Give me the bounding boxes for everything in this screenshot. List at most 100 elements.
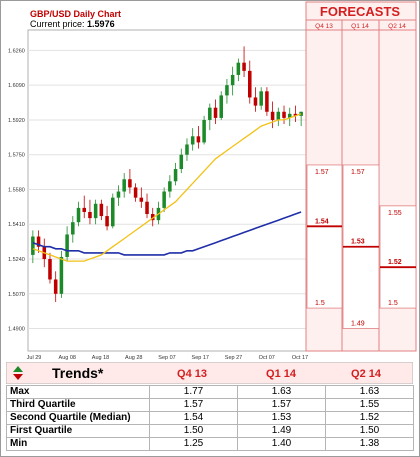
trends-arrow-down-icon	[13, 374, 23, 380]
forecast-range-box	[306, 164, 343, 309]
candles	[31, 46, 303, 302]
x-tick-label: Oct 17	[292, 355, 308, 361]
y-tick-label: 1.5410	[8, 222, 25, 228]
table-row: First Quartile 1.50 1.49 1.50	[6, 424, 414, 438]
chart-title: GBP/USD Daily Chart	[30, 9, 122, 19]
y-tick-label: 1.6260	[8, 48, 25, 54]
trends-table: Max 1.77 1.63 1.63 Third Quartile 1.57 1…	[6, 385, 414, 451]
forecast-min-label: 1.5	[388, 300, 398, 307]
x-tick-label: Jul 29	[27, 355, 42, 361]
cell-value: 1.38	[325, 437, 414, 451]
forecast-median-label: 1.53	[351, 239, 365, 246]
candle-body	[122, 179, 126, 192]
cell-value: 1.57	[237, 398, 326, 412]
y-tick-label: 1.4900	[8, 327, 25, 333]
candle-body	[225, 85, 229, 96]
forecast-quarter-q1-14: Q1 14	[351, 23, 369, 30]
candle-body	[299, 111, 303, 116]
candle-body	[99, 203, 104, 217]
forecast-quarter-q4-13: Q4 13	[315, 23, 333, 30]
cell-value: 1.40	[237, 437, 326, 451]
candle-body	[31, 236, 35, 255]
row-label: First Quartile	[6, 424, 150, 438]
candle-body	[179, 154, 184, 170]
candle-body	[253, 97, 258, 106]
candle-body	[202, 119, 206, 143]
x-axis-labels: Jul 29 Aug 08 Aug 18 Aug 28 Sep 07 Sep 17 Sep …	[27, 355, 308, 361]
candle-body	[173, 169, 178, 182]
cell-value: 1.50	[325, 424, 414, 438]
candle-body	[88, 211, 92, 219]
candle-body	[270, 111, 275, 120]
cell-value: 1.63	[237, 385, 326, 399]
x-tick-label: Sep 07	[158, 355, 175, 361]
forecast-max-label: 1.55	[388, 210, 402, 217]
y-tick-label: 1.5750	[8, 153, 25, 159]
x-tick-label: Sep 17	[192, 355, 209, 361]
candle-body	[276, 111, 281, 120]
x-tick-label: Sep 27	[225, 355, 242, 361]
candle-body	[162, 191, 166, 208]
candle-body	[111, 197, 115, 227]
candle-body	[287, 113, 292, 118]
candle-body	[59, 256, 64, 294]
candle-body	[185, 144, 189, 155]
forecast-min-label: 1.49	[351, 321, 365, 328]
candle-body	[93, 203, 98, 219]
cell-value: 1.52	[325, 411, 414, 425]
y-tick-label: 1.5240	[8, 257, 25, 263]
table-row: Min 1.25 1.40 1.38	[6, 437, 414, 451]
trends-arrow-up-icon	[13, 366, 23, 372]
forecast-ranges: 1.57 1.54 1.5 1.57 1.53 1.49 1.55 1.52 1.5	[306, 164, 417, 329]
candle-body	[282, 111, 286, 118]
forecast-median-label: 1.54	[315, 218, 329, 225]
row-label: Second Quartile (Median)	[6, 411, 150, 425]
candle-body	[116, 191, 121, 198]
forecast-max-label: 1.57	[351, 169, 365, 176]
candle-body	[105, 216, 109, 227]
forecast-quarter-q2-14: Q2 14	[388, 23, 406, 30]
trends-col-q4-13: Q4 13	[177, 368, 207, 380]
cell-value: 1.50	[149, 424, 238, 438]
candle-body	[36, 236, 41, 247]
candle-body	[48, 259, 52, 280]
candle-body	[190, 136, 195, 145]
forecast-min-label: 1.5	[315, 300, 325, 307]
table-row: Second Quartile (Median) 1.54 1.53 1.52	[6, 411, 414, 425]
trends-heading: Trends*	[52, 365, 104, 381]
current-price: Current price: 1.5976	[30, 19, 115, 29]
candle-body	[196, 136, 201, 143]
y-tick-label: 1.5580	[8, 187, 25, 193]
table-row: Third Quartile 1.57 1.57 1.55	[6, 398, 414, 412]
candle-body	[65, 234, 69, 257]
cell-value: 1.77	[149, 385, 238, 399]
forecast-title: FORECASTS	[320, 4, 401, 19]
x-tick-label: Aug 18	[92, 355, 109, 361]
candle-body	[236, 62, 241, 75]
cell-value: 1.25	[149, 437, 238, 451]
moving-average-fast	[32, 113, 302, 262]
candle-body	[150, 214, 155, 221]
candle-body	[128, 179, 132, 188]
moving-average-slow	[32, 211, 302, 256]
candle-body	[168, 181, 172, 192]
candle-body	[230, 74, 235, 86]
row-label: Max	[6, 385, 150, 399]
candle-body	[248, 70, 252, 98]
candle-body	[133, 187, 138, 198]
table-row: Max 1.77 1.63 1.63	[6, 385, 414, 399]
candle-body	[242, 62, 246, 71]
y-tick-label: 1.5920	[8, 118, 25, 124]
forecast-max-label: 1.57	[315, 169, 329, 176]
trends-col-q2-14: Q2 14	[351, 368, 382, 380]
row-label: Min	[6, 437, 150, 451]
candle-body	[145, 201, 149, 215]
candle-body	[71, 222, 75, 235]
trends-col-q1-14: Q1 14	[266, 368, 297, 380]
x-tick-label: Aug 08	[59, 355, 76, 361]
candle-body	[259, 91, 263, 106]
cell-value: 1.55	[325, 398, 414, 412]
trends-header-bg	[6, 362, 413, 384]
x-tick-label: Oct 07	[259, 355, 275, 361]
candle-body	[213, 107, 218, 118]
